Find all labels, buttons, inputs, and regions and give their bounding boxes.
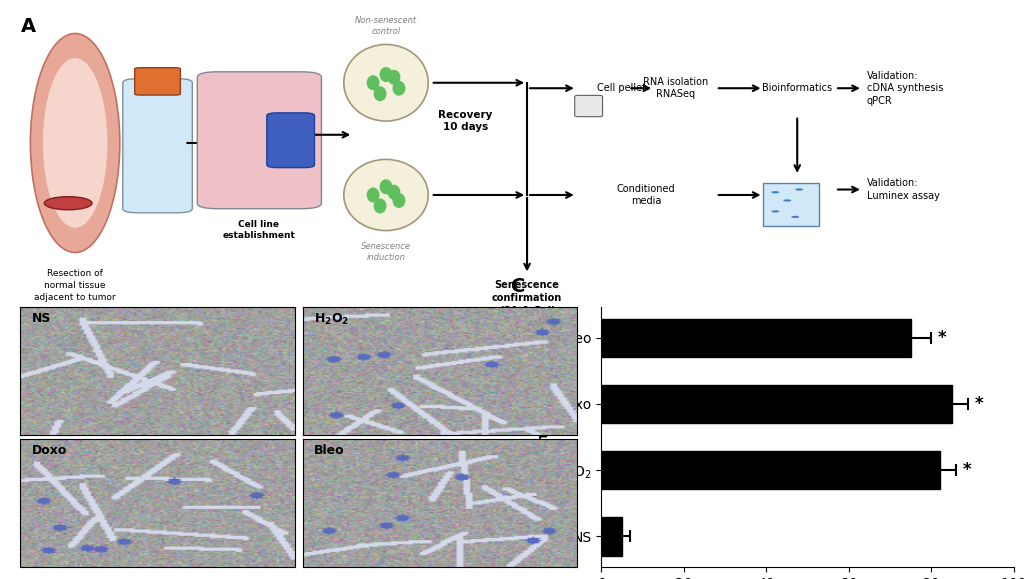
Text: Non-senescent
control: Non-senescent control	[355, 16, 417, 36]
FancyBboxPatch shape	[123, 79, 193, 213]
Ellipse shape	[31, 34, 120, 252]
FancyBboxPatch shape	[764, 183, 819, 226]
Circle shape	[771, 191, 779, 193]
Ellipse shape	[43, 58, 108, 228]
Circle shape	[771, 210, 779, 212]
FancyBboxPatch shape	[135, 68, 180, 95]
Text: Validation:
Luminex assay: Validation: Luminex assay	[866, 178, 940, 201]
Bar	[601, 385, 952, 423]
Text: *: *	[975, 395, 983, 413]
Circle shape	[792, 216, 799, 218]
Bar	[601, 517, 622, 556]
Ellipse shape	[367, 75, 380, 90]
Text: RNA isolation
RNASeq: RNA isolation RNASeq	[643, 77, 709, 100]
Text: $\mathregular{H_2O_2}$: $\mathregular{H_2O_2}$	[314, 312, 349, 327]
Circle shape	[796, 188, 803, 190]
Text: Doxo: Doxo	[32, 444, 67, 457]
Text: *: *	[938, 329, 946, 347]
Text: Senescence
confirmation
(SA-β-Gal): Senescence confirmation (SA-β-Gal)	[492, 280, 562, 316]
Ellipse shape	[344, 159, 428, 230]
Text: NS: NS	[32, 312, 51, 325]
Ellipse shape	[380, 179, 392, 195]
Text: Cell line
establishment: Cell line establishment	[222, 219, 295, 240]
Circle shape	[44, 197, 92, 210]
Text: C: C	[511, 277, 525, 296]
Ellipse shape	[387, 185, 400, 200]
Ellipse shape	[392, 193, 406, 208]
FancyBboxPatch shape	[198, 72, 322, 208]
Ellipse shape	[387, 69, 400, 85]
Text: Validation:
cDNA synthesis
qPCR: Validation: cDNA synthesis qPCR	[866, 71, 943, 105]
Text: Conditioned
media: Conditioned media	[616, 184, 676, 206]
Ellipse shape	[392, 80, 406, 96]
Text: Resection of
normal tissue
adjacent to tumor: Resection of normal tissue adjacent to t…	[34, 269, 116, 302]
Text: Bioinformatics: Bioinformatics	[762, 83, 833, 93]
Circle shape	[783, 199, 792, 201]
Text: Recovery
10 days: Recovery 10 days	[438, 110, 493, 132]
Bar	[601, 318, 910, 357]
FancyBboxPatch shape	[574, 96, 602, 117]
Text: *: *	[963, 461, 971, 479]
Bar	[601, 451, 940, 489]
Ellipse shape	[380, 67, 392, 82]
Ellipse shape	[367, 188, 380, 203]
Ellipse shape	[374, 199, 386, 214]
FancyBboxPatch shape	[267, 113, 314, 167]
Text: Cell pellet: Cell pellet	[597, 83, 645, 93]
Text: Bleo: Bleo	[314, 444, 344, 457]
Ellipse shape	[374, 86, 386, 101]
Text: Senescence
induction: Senescence induction	[361, 241, 411, 262]
Text: A: A	[20, 17, 36, 36]
Y-axis label: Treatments: Treatments	[537, 393, 551, 482]
Ellipse shape	[344, 45, 428, 121]
